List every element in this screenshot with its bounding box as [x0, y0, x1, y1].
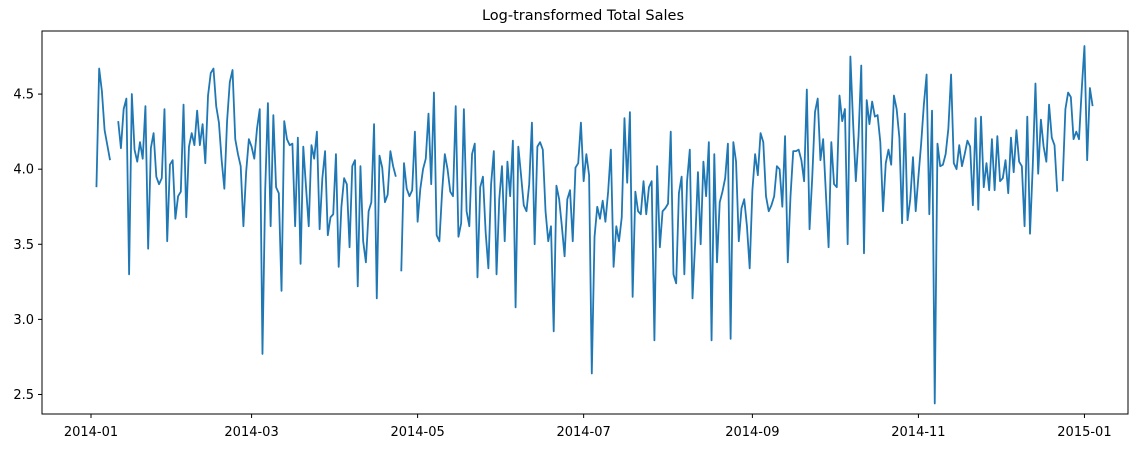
y-tick-label: 3.0: [13, 313, 34, 328]
plot-frame: [41, 30, 1129, 415]
series-line: [95, 45, 1094, 405]
x-tick-label: 2014-11: [891, 425, 945, 440]
x-tick-label: 2014-03: [224, 425, 278, 440]
y-tick-label: 4.0: [13, 163, 34, 178]
y-tick-label: 3.5: [13, 238, 34, 253]
plot-area: [41, 30, 1129, 415]
x-tick-label: 2014-09: [725, 425, 779, 440]
x-axis: 2014-01 2014-03 2014-05 2014-07 2014-09 2014-…: [64, 414, 1112, 440]
y-tick-label: 2.5: [13, 388, 34, 403]
x-tick-label: 2014-07: [556, 425, 610, 440]
x-tick-label: 2014-01: [64, 425, 118, 440]
y-axis: 2.5 3.0 3.5 4.0 4.5: [13, 88, 42, 403]
series-layer: [95, 45, 1094, 405]
x-tick-label: 2014-05: [390, 425, 444, 440]
y-tick-label: 4.5: [13, 88, 34, 103]
x-tick-label: 2015-01: [1057, 425, 1111, 440]
chart-title: Log-transformed Total Sales: [482, 8, 684, 24]
